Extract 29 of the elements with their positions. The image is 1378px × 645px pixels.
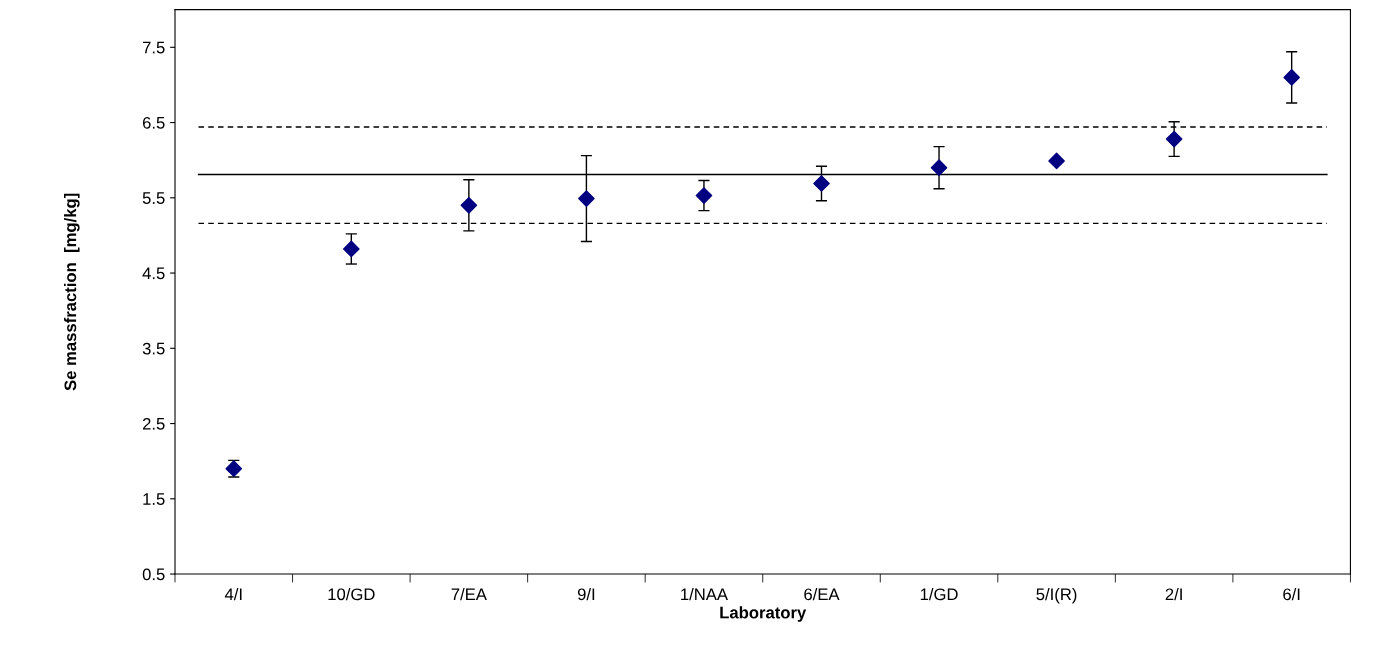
x-tick-label: 6/EA: [804, 587, 840, 601]
y-tick-label: 5.5: [142, 192, 165, 204]
y-tick-label: 2.5: [142, 417, 165, 430]
point: [578, 190, 595, 207]
x-tick-label: 2/I: [1165, 587, 1182, 601]
x-tick-label: 1/GD: [920, 587, 958, 601]
y-tick-label: 0.5: [142, 568, 165, 581]
y-tick-label: 1.5: [143, 493, 165, 505]
point: [930, 159, 948, 177]
x-axis-title: Laboratory: [720, 606, 807, 622]
point: [460, 197, 478, 214]
point: [1048, 152, 1065, 170]
x-tick-label: 7/EA: [451, 587, 487, 601]
y-axis-title: Se massfraction [mg/kg]: [64, 193, 80, 391]
x-tick-label: 9/I: [577, 587, 595, 601]
y-tick-label: 3.5: [142, 342, 165, 355]
x-tick-label: 4/I: [224, 587, 242, 601]
point: [813, 175, 830, 192]
x-tick-label: 10/GD: [328, 587, 375, 601]
y-tick-label: 6.5: [142, 116, 165, 129]
point: [1283, 69, 1300, 86]
x-tick-label: 5/I(R): [1036, 587, 1077, 604]
y-tick-label: 4.5: [142, 267, 165, 280]
x-tick-label: 1/NAA: [681, 587, 728, 601]
point: [695, 187, 713, 204]
y-tick-label: 7.5: [142, 41, 165, 54]
point: [1165, 130, 1183, 148]
point: [343, 240, 360, 258]
x-tick-label: 6/I: [1283, 587, 1300, 601]
